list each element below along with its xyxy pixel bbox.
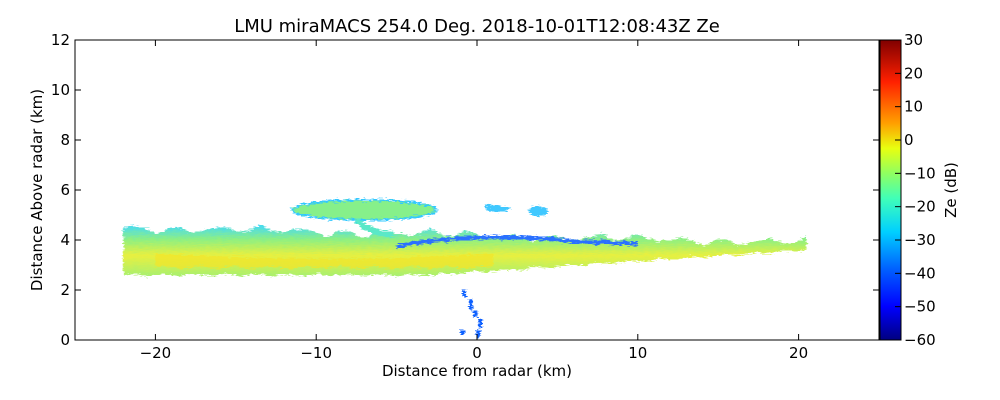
- y-axis: 0 2 4 6 8 10 12: [51, 31, 879, 349]
- colorbar-tick-label: −50: [904, 298, 936, 316]
- x-tick-label: −20: [140, 344, 172, 362]
- x-tick-label: −10: [300, 344, 332, 362]
- y-tick-label: 12: [51, 31, 70, 49]
- colorbar-label: Ze (dB): [942, 162, 960, 218]
- main-layer-core: [155, 253, 494, 269]
- chart-title: LMU miraMACS 254.0 Deg. 2018-10-01T12:08…: [234, 16, 720, 37]
- y-tick-label: 8: [60, 131, 70, 149]
- clutter-echo: [476, 330, 481, 338]
- clutter-echo: [460, 330, 465, 335]
- upper-cloud-patch: [291, 199, 438, 221]
- colorbar-tick-label: −40: [904, 264, 936, 282]
- colorbar-tick-label: 0: [904, 131, 914, 149]
- colorbar-tick-label: −20: [904, 198, 936, 216]
- y-axis-label: Distance Above radar (km): [28, 89, 46, 291]
- y-tick-label: 2: [60, 281, 70, 299]
- colorbar-tick-label: 10: [904, 98, 923, 116]
- x-tick-label: 20: [789, 344, 808, 362]
- y-tick-label: 4: [60, 231, 70, 249]
- clutter-echo: [478, 318, 483, 328]
- x-tick-label: 0: [472, 344, 482, 362]
- clutter-echo: [473, 310, 478, 318]
- colorbar-tick-label: −60: [904, 331, 936, 349]
- y-tick-label: 10: [51, 81, 70, 99]
- colorbar-tick-label: 30: [904, 31, 923, 49]
- small-echo: [528, 205, 548, 217]
- x-axis: −20 −10 0 10 20: [140, 40, 808, 362]
- patch-connector: [354, 217, 394, 237]
- colorbar-tick-label: 20: [904, 64, 923, 82]
- y-tick-label: 6: [60, 181, 70, 199]
- radar-echo-field: [123, 199, 807, 338]
- colorbar-tick-label: −10: [904, 164, 936, 182]
- x-tick-label: 10: [628, 344, 647, 362]
- clutter-echo: [462, 290, 467, 298]
- layer-top-fringe: [396, 235, 638, 249]
- clutter-echo: [468, 298, 473, 312]
- colorbar-ticks: 30 20 10 0 −10 −20 −30 −40 −50 −60: [895, 31, 936, 349]
- plot-area: [75, 40, 879, 340]
- colorbar-tick-label: −30: [904, 231, 936, 249]
- small-echo: [485, 204, 495, 209]
- colorbar: [879, 39, 902, 341]
- y-tick-label: 0: [60, 331, 70, 349]
- x-axis-label: Distance from radar (km): [382, 362, 572, 380]
